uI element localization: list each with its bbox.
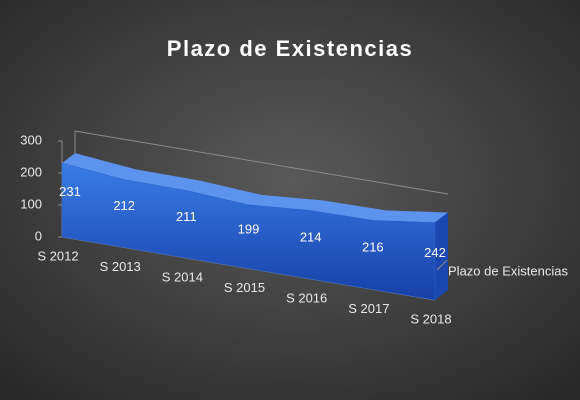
value-label: 242 bbox=[424, 245, 446, 260]
series-label: Plazo de Existencias bbox=[448, 263, 568, 278]
value-label: 216 bbox=[362, 239, 384, 254]
value-label: 212 bbox=[113, 198, 135, 213]
y-tick-label: 300 bbox=[20, 132, 42, 147]
value-label: 231 bbox=[59, 184, 81, 199]
x-tick-label: S 2012 bbox=[37, 248, 78, 263]
depth-tick bbox=[436, 259, 448, 271]
y-tick-label: 100 bbox=[20, 196, 42, 211]
x-tick-label: S 2015 bbox=[224, 280, 265, 295]
value-label: 214 bbox=[300, 229, 322, 244]
x-tick-label: S 2017 bbox=[348, 301, 389, 316]
x-tick-label: S 2018 bbox=[410, 311, 451, 326]
x-tick-label: S 2013 bbox=[100, 259, 141, 274]
area bbox=[61, 162, 436, 301]
area-side bbox=[435, 212, 448, 300]
value-label: 199 bbox=[238, 222, 260, 237]
value-label: 211 bbox=[176, 209, 197, 224]
y-tick-label: 200 bbox=[20, 164, 42, 179]
y-tick-label: 0 bbox=[35, 228, 42, 243]
chart-title: Plazo de Existencias bbox=[167, 36, 413, 61]
x-tick-label: S 2016 bbox=[286, 290, 327, 305]
x-tick-label: S 2014 bbox=[162, 269, 203, 284]
area-top bbox=[62, 153, 448, 223]
